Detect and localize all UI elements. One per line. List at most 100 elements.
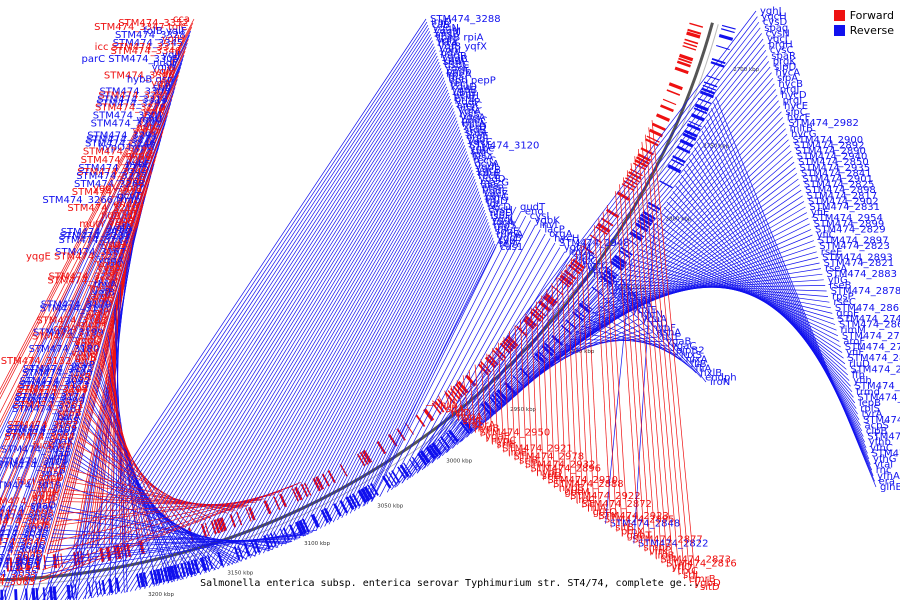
gene-label: rseE [821,247,843,258]
leader-line [638,149,674,572]
gene-label: pphB [17,549,43,560]
gene-label: visC [457,103,478,114]
forward-feature [634,159,648,168]
gene-label: yqhD [133,127,160,138]
gene-label: hydN [637,310,663,321]
leader-line [648,127,691,584]
gene-label: yqgQ [75,336,102,347]
forward-feature [683,41,698,48]
gene-label: inv [494,224,509,235]
leader-line [556,277,567,497]
gene-label: metK [89,283,116,294]
leader-line [546,289,556,489]
gene-label: yfiG [828,275,848,286]
forward-feature [644,138,659,147]
gene-label: yggX [103,239,129,250]
gene-label: ygcB [497,233,522,244]
leader-line [551,201,805,360]
reverse-feature [718,33,734,41]
leader-line [106,65,441,596]
gene-label: STM474_3063 [0,577,35,588]
forward-feature [321,473,330,487]
gene-label: proX [621,527,644,538]
forward-feature [455,383,466,396]
leader-line [64,37,432,600]
leader-line [49,494,275,543]
leader-line [370,246,497,502]
leader-line [27,179,151,555]
gene-label: STM474_3120 [469,140,540,151]
gene-label: STM474_3045 [0,537,46,548]
gene-label: yqfA [110,223,133,234]
gene-label: invI [539,220,557,231]
gene-label: lplt [472,150,488,161]
reverse-feature [720,28,735,34]
gene-label: hypC [491,436,517,447]
gene-label: vtai [874,460,893,471]
gene-label: STM474_3151 [40,304,111,315]
gene-label: cysI [530,211,550,222]
gene-label: srlE [497,440,515,451]
leader-line [401,229,541,484]
gene-label: rumA [496,230,523,241]
gene-label: ubiH [453,88,476,99]
forward-feature [625,177,638,186]
leader-line [539,318,638,372]
forward-feature [447,390,458,402]
gene-label: yggM [434,26,461,37]
forward-feature [686,31,701,39]
leader-line [638,248,837,331]
gene-label: hycC [583,260,608,271]
scale-label: 3000 kbp [446,459,472,465]
gene-label: STM474_2720 [867,432,900,443]
gene-label: yfhb [869,437,891,448]
leader-line [475,105,781,431]
gene-label: ygaC [671,341,696,352]
gene-label: gudT [520,202,546,213]
forward-feature [596,222,611,233]
gene-label: STM474_3352 [118,18,189,29]
gene-label: yqcB [476,165,501,176]
forward-feature [444,392,456,405]
gene-label: STM474_3093 [0,509,54,520]
gene-label: fucU [38,485,61,496]
leader-line [480,111,782,427]
gene-label: mprA [468,420,495,431]
leader-line [97,58,439,598]
forward-feature [605,208,620,219]
forward-feature [616,191,630,201]
gene-label: ygbe [470,143,495,154]
leader-line [466,94,778,438]
leader-line [424,242,556,469]
gene-label: STM474_2877 [632,535,703,546]
gene-label: STM474_3094 [0,525,49,536]
gene-label: ygdL [467,134,492,145]
gene-label: gshA [656,328,681,339]
gene-label: yfiE [811,208,830,219]
gene-label: STM474_2740 [857,392,900,403]
reverse-feature [716,45,730,51]
leader-line [431,400,442,410]
gene-label: sptP [617,292,639,303]
leader-line [231,148,467,565]
gene-label: ygdE [483,187,508,198]
gene-label: ygeA [460,113,485,124]
leader-line [416,38,764,474]
gene-label: STM474_2717 [872,448,900,459]
gene-label: STM474_2898 [805,185,876,196]
gene-label: yqiY [151,78,173,89]
gene-label: STM474_2982 [788,118,859,129]
forward-feature [660,104,674,113]
gene-label: STM474_2948 [559,238,630,249]
reverse-feature [207,555,213,570]
reverse-feature [676,145,691,154]
gene-label: STM474_3179 [41,300,112,311]
leader-line [592,311,682,360]
gene-label: STM474_2749 [838,314,900,325]
leader-line [460,265,580,443]
gene-label: yqfB [92,287,115,298]
reverse-feature [169,565,177,580]
leader-line [0,79,178,501]
leader-line [651,120,697,588]
gene-label: STM474_3268 [74,179,145,190]
